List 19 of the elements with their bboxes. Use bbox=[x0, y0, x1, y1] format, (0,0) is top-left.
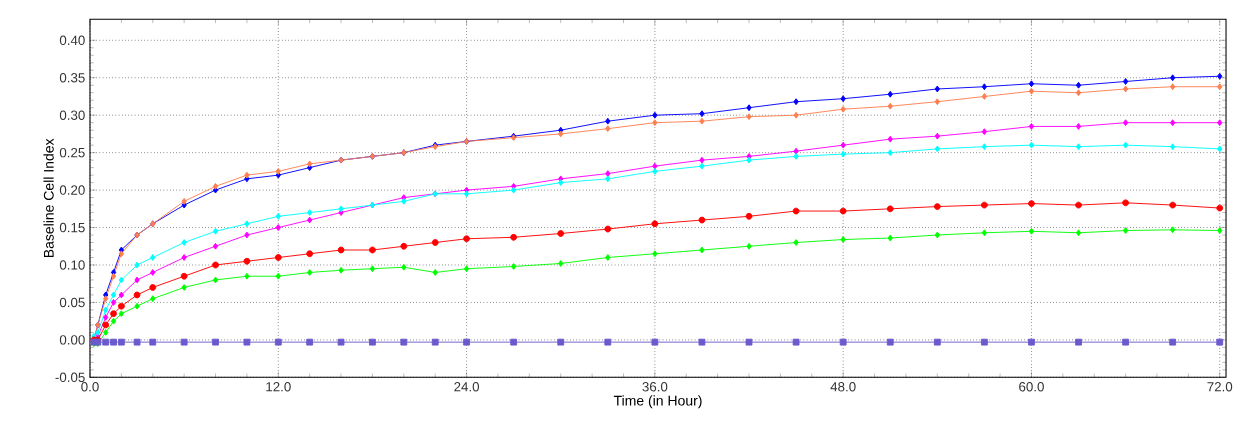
x-tick-label: 24.0 bbox=[454, 382, 480, 392]
y-tick-label: 0.35 bbox=[59, 73, 85, 83]
y-tick-label: 0.10 bbox=[59, 260, 85, 270]
x-tick-label: 60.0 bbox=[1019, 382, 1044, 392]
x-axis-title: Time (in Hour) bbox=[613, 395, 702, 409]
y-tick-label: 0.20 bbox=[59, 185, 85, 195]
y-axis-title: Baseline Cell Index bbox=[43, 138, 54, 258]
x-tick-label: 48.0 bbox=[830, 382, 856, 392]
x-tick-label: 0.0 bbox=[81, 382, 99, 392]
y-tick-label: 0.05 bbox=[59, 297, 85, 308]
y-tick-label: 0.30 bbox=[59, 110, 85, 120]
y-tick-label: 0.15 bbox=[59, 222, 85, 233]
y-tick-label: 0.40 bbox=[59, 35, 85, 46]
y-tick-label: 0.00 bbox=[59, 335, 85, 345]
x-tick-label: 12.0 bbox=[266, 382, 291, 392]
x-tick-label: 36.0 bbox=[642, 382, 668, 392]
y-tick-label: 0.25 bbox=[59, 147, 85, 158]
x-tick-label: 72.0 bbox=[1207, 382, 1233, 392]
y-tick-label: -0.05 bbox=[55, 372, 85, 383]
